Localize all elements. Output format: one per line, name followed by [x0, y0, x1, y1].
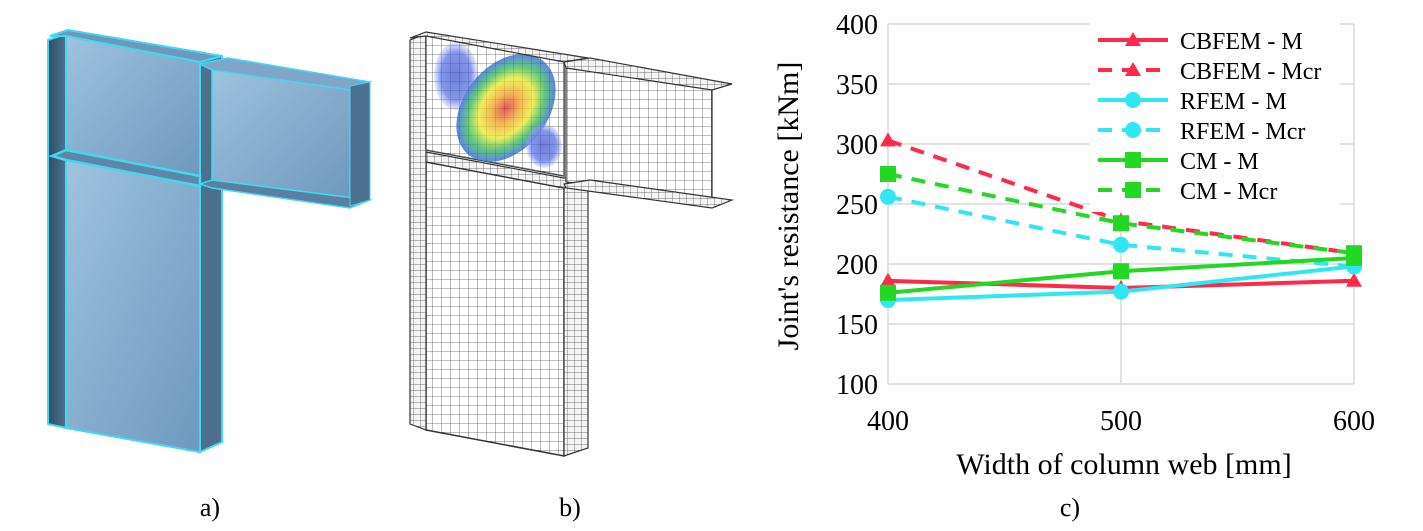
panel-a-joint-model: a): [47, 28, 373, 522]
data-point-cm-mcr: [880, 166, 896, 182]
legend-label: CBFEM - M: [1180, 29, 1303, 55]
mesh-column-lower: [425, 161, 565, 457]
y-tick-label: 150: [836, 310, 878, 341]
x-tick-labels: 400 500 600: [867, 406, 1375, 437]
legend-label: CM - Mcr: [1180, 179, 1277, 205]
data-point-cm-m: [1346, 250, 1362, 266]
data-point-cbfem-m: [880, 272, 896, 287]
legend-marker: [1125, 62, 1141, 76]
middle-stiffener: [48, 148, 202, 188]
caption-b: b): [559, 493, 581, 522]
mesh-beam-bottom-flange: [563, 179, 735, 209]
data-point-cm-m: [1113, 263, 1129, 280]
legend-item-cbfem-mcr: CBFEM - Mcr: [1098, 59, 1321, 85]
y-tick-labels: 100 150 200 250 300 350 400: [836, 10, 878, 401]
panel-b-fe-mesh: b): [409, 31, 735, 522]
data-point-cm-mcr: [1113, 215, 1129, 232]
legend-label: CBFEM - Mcr: [1180, 59, 1321, 85]
chart-legend: CBFEM - M CBFEM - Mcr RFEM - M RFEM - Mcr CM…: [1090, 22, 1340, 212]
x-tick-label: 400: [867, 406, 909, 437]
legend-marker: [1125, 32, 1141, 46]
series-line-cm-mcr: [887, 172, 1355, 256]
series-cm-m: [880, 250, 1362, 301]
data-point-cbfem-mcr: [880, 132, 896, 147]
y-tick-label: 400: [836, 10, 878, 41]
mesh-beam-top-flange: [563, 57, 733, 91]
y-tick-label: 200: [836, 250, 878, 281]
data-point-cbfem-m: [1346, 272, 1362, 287]
mesh-column-flange: [409, 33, 427, 431]
legend-item-cm-mcr: CM - Mcr: [1098, 179, 1277, 205]
beam-bottom-flange: [197, 179, 373, 209]
legend-marker: [1125, 182, 1141, 198]
y-tick-label: 300: [836, 130, 878, 161]
legend-marker: [1125, 92, 1141, 108]
column-web-lower: [65, 158, 201, 454]
y-tick-label: 100: [836, 370, 878, 401]
caption-a: a): [200, 493, 220, 522]
legend-label: RFEM - Mcr: [1180, 119, 1305, 145]
legend-item-cbfem-m: CBFEM - M: [1098, 29, 1303, 55]
x-axis-label: Width of column web [mm]: [956, 448, 1291, 481]
legend-item-rfem-mcr: RFEM - Mcr: [1098, 119, 1305, 145]
y-tick-label: 350: [836, 70, 878, 101]
column-side-flange: [47, 32, 67, 430]
data-point-rfem-mcr: [1113, 236, 1129, 253]
data-point-cm-m: [880, 284, 896, 301]
legend-item-cm-m: CM - M: [1098, 149, 1259, 175]
y-axis-label: Joint's resistance [kNm]: [772, 62, 805, 351]
x-tick-label: 500: [1100, 406, 1142, 437]
mesh-column-right-flange: [563, 183, 589, 457]
series-line-rfem-mcr: [887, 194, 1355, 269]
legend-marker: [1125, 122, 1141, 138]
legend-label: CM - M: [1180, 149, 1259, 175]
top-stiffener: [49, 28, 223, 64]
caption-c: c): [1060, 493, 1080, 522]
data-point-rfem-m: [1113, 283, 1129, 300]
chart-series: [880, 132, 1362, 308]
legend-label: RFEM - M: [1180, 89, 1287, 115]
y-tick-label: 250: [836, 190, 878, 221]
beam-end: [349, 81, 371, 207]
x-tick-label: 600: [1333, 406, 1375, 437]
legend-background: [1090, 22, 1340, 212]
legend-marker: [1125, 152, 1141, 168]
legend-item-rfem-m: RFEM - M: [1098, 89, 1287, 115]
series-cm-mcr: [880, 166, 1362, 262]
panel-c-chart: 100 150 200 250 300 350 400 400 500 600 CBFEM - …: [772, 10, 1375, 522]
data-point-rfem-mcr: [880, 188, 896, 205]
